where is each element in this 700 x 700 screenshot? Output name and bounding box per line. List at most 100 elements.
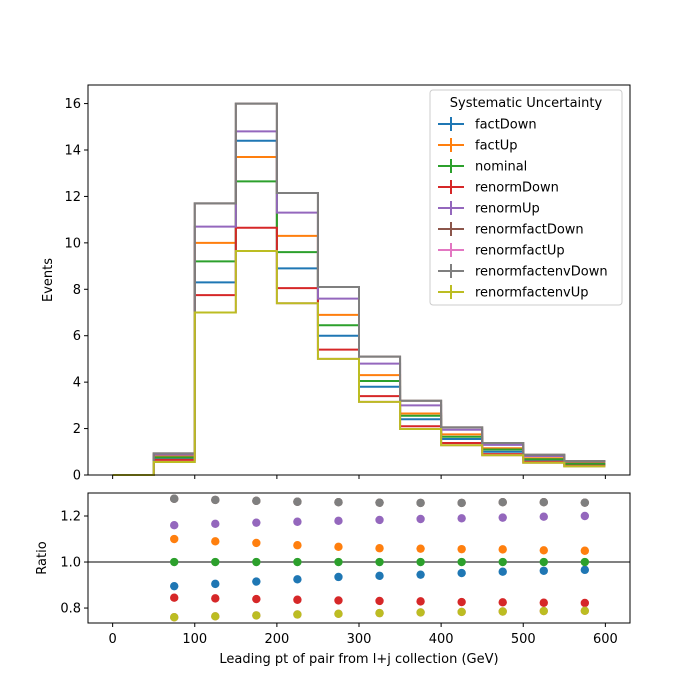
top-y-tick-label: 12 xyxy=(64,190,81,205)
legend-item-renormfactenvUp: renormfactenvUp xyxy=(438,285,589,301)
ratio-point-renormUp xyxy=(170,521,179,530)
ratio-point-renormfactenvDown xyxy=(252,496,261,506)
ratio-point-renormDown xyxy=(580,598,590,608)
top-y-tick-label: 2 xyxy=(73,422,81,437)
bottom-y-tick-label: 0.8 xyxy=(60,602,81,617)
ratio-point-renormfactenvUp xyxy=(252,611,261,620)
ratio-point-renormfactenvUp xyxy=(211,612,220,621)
top-y-tick-label: 16 xyxy=(64,97,81,112)
legend-label: factDown xyxy=(475,118,537,133)
legend-item-renormfactDown: renormfactDown xyxy=(438,222,584,238)
ratio-point-renormfactenvUp xyxy=(416,608,425,617)
top-y-tick-label: 8 xyxy=(73,283,81,298)
ratio-point-renormDown xyxy=(539,598,548,607)
legend-item-renormUp: renormUp xyxy=(438,201,540,217)
ratio-point-renormfactenvDown xyxy=(498,498,507,507)
legend-item-renormfactUp: renormfactUp xyxy=(438,243,565,259)
ratio-point-renormfactenvDown xyxy=(457,498,466,508)
legend-item-renormDown: renormDown xyxy=(438,180,559,196)
ratio-point-renormfactenvDown xyxy=(293,497,302,506)
histogram-renormfactenvDown xyxy=(112,102,606,476)
ratio-point-renormfactenvUp xyxy=(457,607,466,617)
ratio-point-factUp xyxy=(293,541,302,550)
ratio-point-renormfactenvDown xyxy=(170,494,179,503)
bottom-y-tick-label: 1.0 xyxy=(60,556,81,571)
ratio-point-renormDown xyxy=(498,598,507,607)
ratio-point-factDown xyxy=(170,581,179,591)
legend-item-factDown: factDown xyxy=(438,117,537,133)
legend-label: renormfactDown xyxy=(475,223,584,238)
ratio-point-renormfactenvUp xyxy=(334,609,343,618)
legend-label: renormfactenvUp xyxy=(475,286,589,301)
ratio-point-factDown xyxy=(539,566,548,575)
ratio-point-factDown xyxy=(334,572,343,582)
ratio-point-factUp xyxy=(170,534,179,544)
ratio-point-renormfactenvUp xyxy=(539,606,548,616)
legend-items: factDown factUp nominal renormDown renormUp r… xyxy=(438,117,608,301)
ratio-point-renormUp xyxy=(334,516,343,526)
ratio-point-factDown xyxy=(416,570,425,579)
top-y-axis-label: Events xyxy=(41,258,56,302)
ratio-point-renormDown xyxy=(416,597,425,606)
ratio-point-nominal xyxy=(375,557,384,567)
ratio-point-factDown xyxy=(498,567,507,576)
ratio-point-nominal xyxy=(539,557,548,567)
ratio-point-renormfactenvDown xyxy=(580,498,590,507)
legend: Systematic Uncertainty factDown factUp nom… xyxy=(429,89,623,306)
ratio-point-factDown xyxy=(211,579,220,589)
ratio-point-renormUp xyxy=(375,515,384,525)
histogram-renormfactenvUp xyxy=(112,249,606,476)
top-y-tick-label: 0 xyxy=(73,469,81,484)
ratio-point-factUp xyxy=(211,537,220,546)
x-axis-label: Leading pt of pair from l+j collection (… xyxy=(219,652,498,667)
ratio-point-nominal xyxy=(580,557,590,567)
ratio-point-renormDown xyxy=(252,594,261,604)
ratio-point-nominal xyxy=(211,557,220,567)
legend-item-nominal: nominal xyxy=(438,159,527,175)
ratio-point-renormDown xyxy=(211,594,220,603)
ratio-point-renormUp xyxy=(539,512,548,521)
bottom-panel: 0 100 200 300 400 500 600 0.8 1.0 1.2 xyxy=(60,492,631,647)
top-y-tick-label: 6 xyxy=(73,329,81,344)
ratio-point-factDown xyxy=(252,577,261,586)
ratio-point-nominal xyxy=(334,557,343,567)
ratio-point-renormUp xyxy=(498,513,507,522)
ratio-point-renormfactenvUp xyxy=(170,613,179,622)
bottom-x-tick-label: 400 xyxy=(429,632,454,647)
ratio-point-factUp xyxy=(334,542,343,552)
ratio-point-renormfactenvDown xyxy=(211,495,220,505)
ratio-point-renormDown xyxy=(293,595,302,604)
bottom-y-axis-label: Ratio xyxy=(35,541,50,574)
ratio-point-nominal xyxy=(252,557,261,567)
bottom-x-tick-label: 0 xyxy=(108,632,116,647)
bottom-y-tick-label: 1.2 xyxy=(60,510,81,525)
bottom-x-tick-label: 200 xyxy=(264,632,289,647)
ratio-point-renormDown xyxy=(170,593,179,602)
legend-title: Systematic Uncertainty xyxy=(450,96,603,111)
bottom-x-tick-label: 300 xyxy=(347,632,372,647)
bottom-x-tick-label: 500 xyxy=(511,632,536,647)
ratio-point-renormfactenvUp xyxy=(375,608,384,618)
ratio-point-renormfactenvUp xyxy=(580,606,590,616)
ratio-point-factUp xyxy=(539,546,548,555)
ratio-point-factUp xyxy=(375,544,384,553)
ratio-point-renormUp xyxy=(211,519,220,529)
ratio-point-renormfactenvDown xyxy=(334,498,343,507)
ratio-point-factUp xyxy=(580,546,590,555)
top-y-tick-label: 4 xyxy=(73,376,81,391)
ratio-point-renormUp xyxy=(416,514,425,524)
ratio-point-factUp xyxy=(416,544,425,553)
ratio-point-nominal xyxy=(170,557,179,567)
legend-label: renormDown xyxy=(475,181,559,196)
ratio-point-factUp xyxy=(252,538,261,548)
legend-label: renormUp xyxy=(475,202,540,217)
ratio-point-factDown xyxy=(293,575,302,584)
ratio-point-renormDown xyxy=(457,597,466,607)
ratio-point-renormfactenvDown xyxy=(539,498,548,507)
ratio-point-renormUp xyxy=(293,517,302,526)
legend-label: factUp xyxy=(475,139,518,154)
ratio-point-renormfactenvUp xyxy=(293,610,302,619)
ratio-point-nominal xyxy=(457,557,466,567)
ratio-point-renormUp xyxy=(580,511,590,521)
top-panel: 0 2 4 6 8 10 12 14 16 xyxy=(64,84,631,484)
